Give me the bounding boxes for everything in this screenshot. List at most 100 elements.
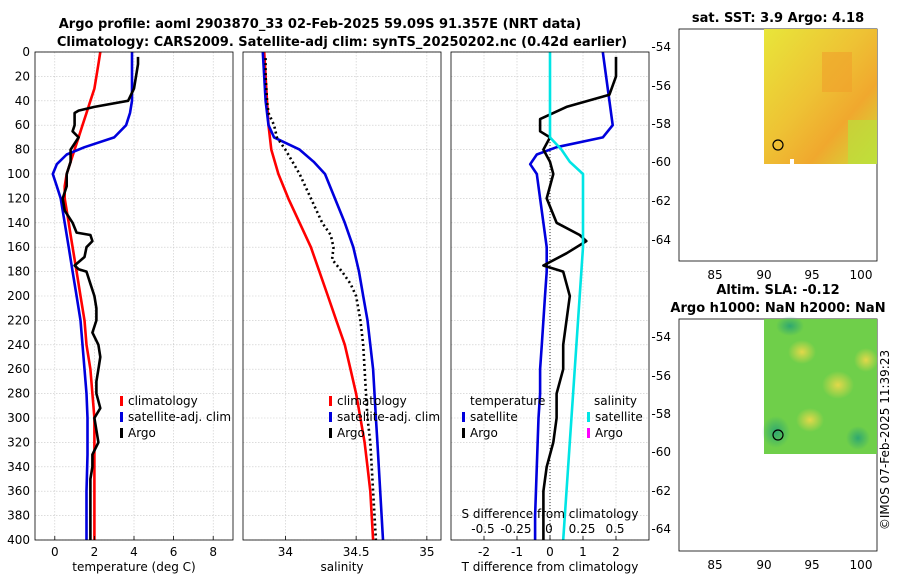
lat-tick: -60 (651, 155, 671, 169)
s-tick: -0.5 (471, 522, 494, 536)
x-tick-label: 0 (51, 545, 59, 559)
series-line-argo (61, 56, 140, 540)
lon-tick: 95 (804, 558, 819, 572)
lat-tick: -64 (651, 233, 671, 247)
sla-low-patch (762, 416, 790, 448)
lat-tick: -62 (651, 484, 671, 498)
sst-gap (790, 159, 794, 164)
legend-swatch-s-satellite (587, 412, 590, 422)
lat-tick: -54 (651, 40, 671, 54)
sla-lon-ticks: 85 90 95 100 (707, 558, 872, 572)
depth-tick-label: 180 (7, 265, 30, 279)
lon-tick: 90 (756, 268, 771, 282)
sla-low-patch (776, 316, 804, 336)
lon-tick: 95 (804, 268, 819, 282)
legend-swatch-satellite (329, 412, 332, 422)
figure-title-line1: Argo profile: aoml 2903870_33 02-Feb-202… (59, 17, 581, 32)
sst-cool-patch (848, 120, 877, 164)
depth-tick-label: 100 (7, 167, 30, 181)
s-tick: 0 (545, 522, 553, 536)
legend-swatch-climatology (120, 396, 123, 406)
sla-high-patch (822, 371, 854, 399)
legend-label: Argo (128, 426, 156, 440)
figure-title-line2: Climatology: CARS2009. Satellite-adj cli… (57, 35, 627, 50)
legend-label: satellite-adj. clim (128, 410, 231, 424)
sla-map-title-line2: Argo h1000: NaN h2000: NaN (670, 301, 885, 316)
temperature-legend: climatology satellite-adj. clim Argo (120, 394, 231, 440)
s-difference-ticks: -0.5 -0.25 0 0.25 0.5 (471, 522, 624, 536)
sst-map-title: sat. SST: 3.9 Argo: 4.18 (692, 11, 864, 26)
sla-profile-marker (772, 429, 784, 441)
depth-tick-label: 260 (7, 362, 30, 376)
legend-label: climatology (128, 394, 198, 408)
s-tick: 0.25 (569, 522, 596, 536)
depth-tick-label: 360 (7, 484, 30, 498)
sst-lon-ticks: 85 90 95 100 (707, 268, 872, 282)
lon-tick: 100 (850, 268, 873, 282)
depth-tick-label: 140 (7, 216, 30, 230)
legend-swatch-s-argo (587, 428, 590, 438)
temperature-panel: 0 2 4 6 8 (34, 51, 234, 559)
legend-swatch-climatology (329, 396, 332, 406)
x-tick-label: -2 (478, 545, 490, 559)
legend-swatch-satellite (120, 412, 123, 422)
depth-tick-label: 60 (15, 118, 30, 132)
depth-tick-label: 240 (7, 338, 30, 352)
depth-tick-label: 40 (15, 94, 30, 108)
x-tick-label: -1 (511, 545, 523, 559)
sst-warm-patch (822, 52, 852, 92)
depth-tick-label: 380 (7, 509, 30, 523)
x-tick-label: 2 (612, 545, 620, 559)
salinity-legend: climatology satellite-adj. clim Argo (329, 394, 440, 440)
x-tick-label: 2 (91, 545, 99, 559)
legend-label: climatology (337, 394, 407, 408)
sst-map: -54 -56 -58 -60 -62 -64 85 90 95 100 (651, 28, 878, 282)
legend-swatch-argo (329, 428, 332, 438)
s-tick: 0.5 (605, 522, 624, 536)
gridlines (35, 51, 233, 541)
depth-tick-labels: 0 20 40 60 80 100 120 140 160 180 200 220 240 260 280 3… (7, 45, 30, 547)
x-tick-label: 34 (278, 545, 293, 559)
series-line-satellite-adj-clim (51, 52, 134, 540)
legend-label: Argo (595, 426, 623, 440)
legend-label: Argo (337, 426, 365, 440)
depth-tick-label: 0 (22, 45, 30, 59)
legend-label: satellite (595, 410, 643, 424)
x-tick-label: 8 (209, 545, 217, 559)
depth-tick-label: 200 (7, 289, 30, 303)
s-difference-label: S difference from climatology (462, 507, 639, 521)
x-tick-label: 34.5 (343, 545, 370, 559)
series-line-climatology (262, 52, 375, 540)
x-tick-label: 6 (170, 545, 178, 559)
x-tick-labels: 0 2 4 6 8 (51, 536, 217, 559)
depth-tick-label: 280 (7, 387, 30, 401)
sst-profile-marker (772, 139, 784, 151)
lon-tick: 90 (756, 558, 771, 572)
imos-credit: ©IMOS 07-Feb-2025 11:39:23 (878, 350, 892, 530)
depth-tick-label: 220 (7, 313, 30, 327)
lon-tick: 85 (707, 558, 722, 572)
lat-tick: -64 (651, 522, 671, 536)
depth-tick-label: 20 (15, 69, 30, 83)
sla-high-patch (796, 408, 824, 432)
lat-tick: -60 (651, 445, 671, 459)
depth-tick-label: 120 (7, 191, 30, 205)
plot-frame (242, 51, 442, 541)
legend-header-temperature: temperature (470, 394, 545, 408)
sla-map-title-line1: Altim. SLA: -0.12 (716, 283, 839, 298)
legend-swatch-t-argo (462, 428, 465, 438)
lat-tick: -62 (651, 194, 671, 208)
lat-tick: -56 (651, 79, 671, 93)
series-group (261, 52, 385, 540)
legend-label: Argo (470, 426, 498, 440)
sla-high-patch (854, 348, 878, 372)
sla-high-patch (788, 340, 816, 364)
depth-tick-label: 300 (7, 411, 30, 425)
x-tick-label: 1 (579, 545, 587, 559)
x-tick-labels: -2 -1 0 1 2 (478, 536, 620, 559)
lon-tick: 100 (850, 558, 873, 572)
s-tick: -0.25 (500, 522, 531, 536)
legend-swatch-t-satellite (462, 412, 465, 422)
series-line-satellite-adj-clim (261, 52, 385, 540)
